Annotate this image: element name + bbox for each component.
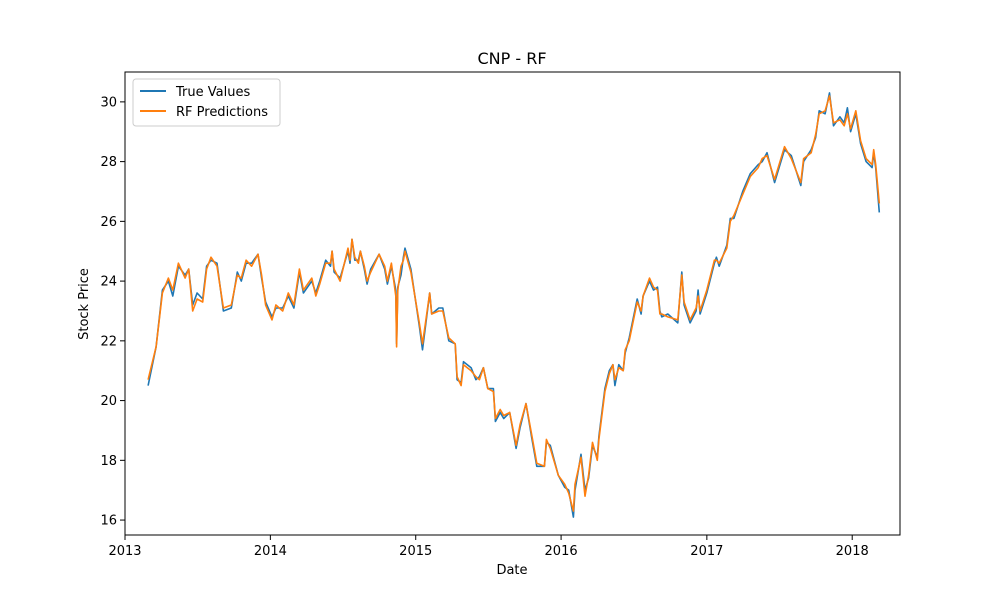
legend: True Values RF Predictions xyxy=(132,78,281,127)
y-tick-label: 26 xyxy=(100,215,117,230)
y-tick-label: 20 xyxy=(100,394,117,409)
legend-label-rf-predictions: RF Predictions xyxy=(176,105,268,120)
x-tick-label: 2017 xyxy=(690,544,723,559)
y-axis-label: Stock Price xyxy=(77,268,92,340)
chart-title: CNP - RF xyxy=(477,49,546,68)
y-tick-label: 16 xyxy=(100,514,117,529)
x-axis: 2013 2014 2015 2016 2017 2018 xyxy=(108,535,869,559)
axes-frame xyxy=(124,71,901,536)
x-axis-label: Date xyxy=(496,563,527,578)
x-tick-label: 2015 xyxy=(399,544,432,559)
x-tick-label: 2013 xyxy=(108,544,141,559)
legend-box xyxy=(132,78,281,127)
y-tick-label: 24 xyxy=(100,275,117,290)
series-line-rf-predictions xyxy=(147,95,881,512)
y-tick-label: 18 xyxy=(100,454,117,469)
y-tick-label: 28 xyxy=(100,155,117,170)
x-tick-label: 2018 xyxy=(836,544,869,559)
plot-area xyxy=(147,92,881,518)
legend-label-true-values: True Values xyxy=(175,85,250,100)
x-tick-label: 2014 xyxy=(254,544,287,559)
y-tick-label: 30 xyxy=(100,95,117,110)
y-axis: 16 18 20 22 24 26 28 30 xyxy=(100,95,125,529)
y-tick-label: 22 xyxy=(100,334,117,349)
x-tick-label: 2016 xyxy=(545,544,578,559)
